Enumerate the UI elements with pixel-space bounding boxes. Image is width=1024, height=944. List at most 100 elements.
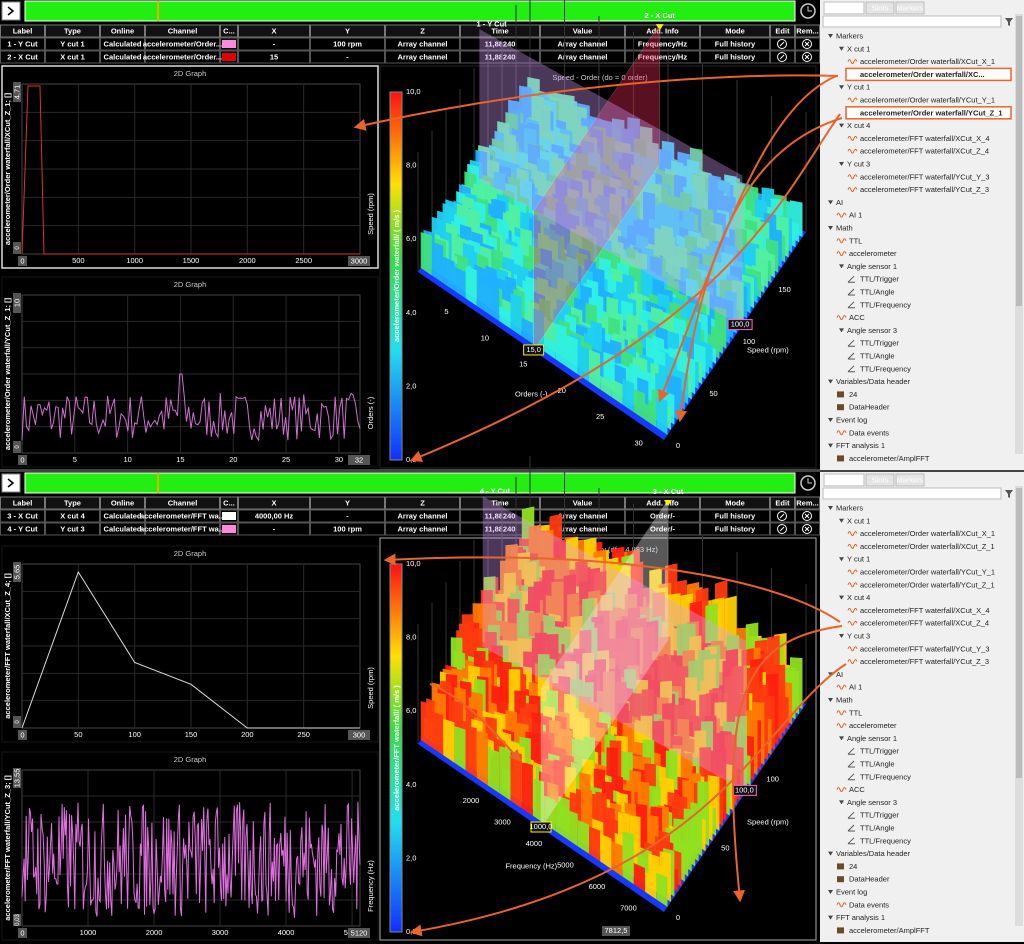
cell <box>238 37 310 51</box>
header-cell <box>238 24 310 38</box>
search-placeholder: Search <box>826 16 850 25</box>
cell <box>45 522 100 536</box>
y-cut-label: 1 - Y Cut <box>477 20 508 29</box>
remove-button[interactable] <box>802 39 812 49</box>
x-end-label: 0 <box>20 256 24 265</box>
cell <box>385 37 460 51</box>
waterfall-slice <box>465 725 477 778</box>
x-tick-label: 10 <box>481 333 489 342</box>
waterfall-slice <box>555 802 567 839</box>
cell <box>460 50 540 64</box>
remove-button[interactable] <box>802 511 812 521</box>
value-icon <box>837 863 844 870</box>
tab[interactable] <box>895 473 925 487</box>
tree-item: accelerometer/Order waterfall/YCut_Y_1 <box>860 567 995 576</box>
remove-icon <box>804 54 810 60</box>
x-tick-label: 4000 <box>278 928 295 937</box>
search-box[interactable] <box>822 487 1002 500</box>
tab[interactable] <box>895 1 925 15</box>
search-box[interactable] <box>822 15 1002 28</box>
cell <box>145 522 220 536</box>
tab[interactable] <box>823 473 865 487</box>
signal-icon <box>847 135 858 141</box>
sidebar: Channels Slots Markers Search Markers X cut 1… <box>820 472 1024 942</box>
header-cell <box>220 24 238 38</box>
x-tick-label: 3000 <box>212 928 229 937</box>
play-button[interactable] <box>1 473 21 493</box>
waterfall-slice <box>431 711 444 756</box>
signal-icon <box>847 148 858 154</box>
signal-icon <box>847 97 858 103</box>
cell <box>700 37 770 51</box>
header-cell <box>385 496 460 510</box>
cell <box>310 509 385 523</box>
x-axis-label: Frequency (Hz) <box>505 861 557 870</box>
colorbar-tick-label: 4,0 <box>406 308 416 317</box>
tree-item: Data events <box>849 428 889 437</box>
y-bottom-label: 0 <box>15 445 21 449</box>
signal-icon <box>847 174 858 180</box>
angle-icon <box>847 365 855 373</box>
expand-icon <box>839 264 844 269</box>
waterfall-slice <box>532 778 545 824</box>
edit-button[interactable] <box>777 511 787 521</box>
tree-item: accelerometer/FFT waterfall/XCut_Z_4 <box>860 619 989 628</box>
x-tick-label: 30 <box>335 455 343 464</box>
header-cell <box>45 24 100 38</box>
signal-icon <box>836 430 847 436</box>
waterfall-slice <box>611 379 623 405</box>
edit-button[interactable] <box>777 52 787 62</box>
x-tick-label: 3000 <box>494 817 511 826</box>
remove-button[interactable] <box>802 524 812 534</box>
header-label: X <box>271 26 276 35</box>
y-tick-label: 100 <box>766 774 779 783</box>
colorbar-tick-label: 2,0 <box>406 381 416 390</box>
tree-item: DataHeader <box>849 403 890 412</box>
x-end-label: 7812,5 <box>605 926 628 935</box>
cell-text: 100 rpm <box>333 39 362 48</box>
tree-item: AI 1 <box>849 683 862 692</box>
cell <box>625 522 700 536</box>
waterfall-slice <box>420 232 432 276</box>
scroll-thumb[interactable] <box>1016 16 1022 306</box>
cell-text: 11,88240 <box>485 511 516 520</box>
clock-hands <box>807 478 812 484</box>
play-button[interactable] <box>1 1 21 21</box>
waterfall-slice <box>577 820 589 854</box>
remove-button[interactable] <box>802 52 812 62</box>
axis-end-box <box>348 928 370 938</box>
cell-text: accelerometer/Order... <box>143 39 222 48</box>
value-icon <box>837 404 844 411</box>
header-label: Label <box>13 498 33 507</box>
header-label: Rem... <box>796 498 819 507</box>
x-tick-label: 4000 <box>526 839 543 848</box>
y-top-box <box>13 293 21 313</box>
cell <box>0 50 45 64</box>
signal-icon <box>836 710 847 716</box>
y-cut-value-box <box>727 319 753 331</box>
x-end-label: 0 <box>20 455 24 464</box>
tab[interactable] <box>865 1 895 15</box>
tree-item: accelerometer/FFT waterfall/YCut_Y_3 <box>860 644 990 653</box>
y-bottom-box <box>13 242 21 254</box>
x-tick-label: 2000 <box>463 796 480 805</box>
edit-button[interactable] <box>777 39 787 49</box>
cell <box>700 50 770 64</box>
tab[interactable] <box>823 1 865 15</box>
x-tick-label: 6000 <box>589 882 606 891</box>
scroll-thumb[interactable] <box>1016 488 1022 778</box>
tree-item: accelerometer/Order waterfall/YCut_Y_1 <box>860 95 995 104</box>
tree-item: X cut 1 <box>847 44 870 53</box>
sidebar-bg <box>820 472 1024 942</box>
tree-item: 24 <box>849 390 857 399</box>
tab[interactable] <box>865 473 895 487</box>
cell <box>460 37 540 51</box>
colorbar-label: accelerometer/FFT waterfall/ ( m/s ) <box>392 685 401 811</box>
header-cell <box>145 24 220 38</box>
waterfall-slice <box>521 317 533 344</box>
angle-icon <box>847 339 855 347</box>
edit-button[interactable] <box>777 524 787 534</box>
header-label: Add. Info <box>646 498 679 507</box>
signal-trace <box>21 570 360 729</box>
